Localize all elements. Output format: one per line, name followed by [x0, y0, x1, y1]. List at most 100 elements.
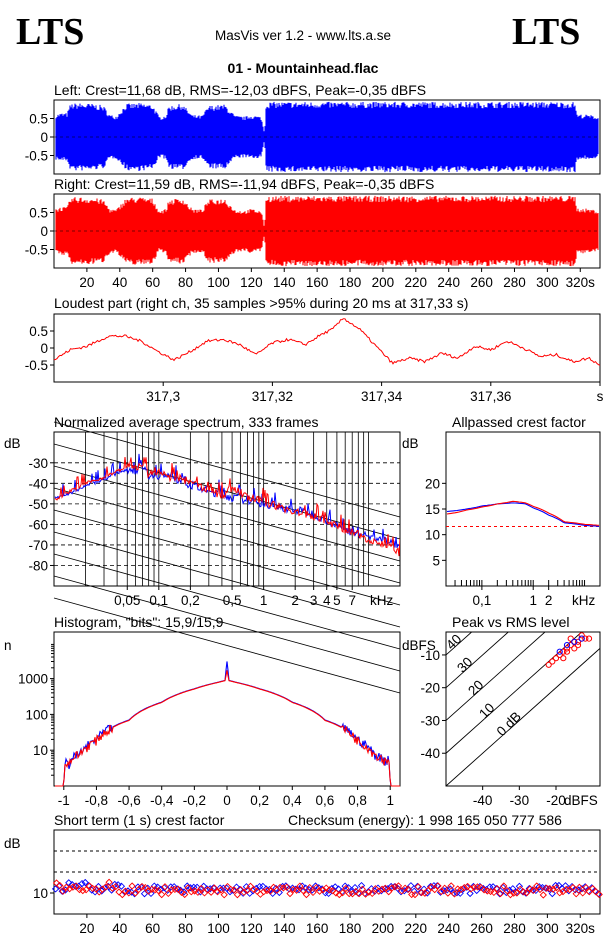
frequency-tick-label: 2: [291, 593, 299, 608]
crest-diamond-point: [529, 886, 538, 895]
y-tick-label: 0: [40, 130, 48, 145]
spectrum-xlabel: kHz: [370, 593, 393, 608]
crest-diamond-point: [549, 885, 557, 893]
y-tick-label: -30: [420, 713, 440, 728]
short-term-crest-ylabel: dB: [4, 836, 21, 851]
crest-diamond-point: [158, 890, 166, 899]
peak-rms-point: [563, 648, 571, 655]
time-tick-label: 220: [405, 275, 428, 290]
y-tick-label: -50: [28, 497, 48, 512]
crest-diamond-point: [56, 881, 64, 890]
crest-diamond-point: [147, 889, 155, 898]
amplitude-tick-label: 0: [223, 793, 231, 808]
crest-diamond-point: [79, 886, 87, 895]
crest-diamond-point: [431, 885, 439, 894]
amplitude-tick-label: 1: [386, 793, 394, 808]
crest-diamond-point: [167, 883, 175, 891]
y-tick-label: -10: [420, 648, 440, 663]
allpassed-crest-chart: Allpassed crest factor dB kHz 20 15 10 5 0,1…: [402, 414, 601, 608]
crest-diamond-point: [292, 886, 301, 894]
crest-diamond-point: [450, 890, 459, 898]
crest-diamond-point: [548, 889, 556, 898]
time-tick-label: 300: [536, 921, 559, 936]
histogram-series: [55, 661, 400, 787]
crest-diamond-point: [311, 882, 320, 890]
crest-diamond-point: [115, 888, 123, 896]
crest-diamond-point: [59, 887, 67, 895]
crest-diamond-point: [260, 888, 268, 896]
crest-diamond-point: [255, 882, 264, 891]
crest-diamond-point: [108, 884, 117, 892]
crest-diagonal-line: [446, 648, 600, 786]
amplitude-tick-label: 0,2: [250, 793, 269, 808]
histogram-series: [55, 670, 400, 787]
y-tick-label: -60: [28, 517, 48, 532]
crest-diamond-point: [184, 884, 192, 892]
y-tick-label: -40: [28, 476, 48, 491]
crest-diamond-point: [575, 883, 584, 891]
y-tick-label: 100: [25, 707, 48, 722]
allpassed-crest-title: Allpassed crest factor: [452, 414, 586, 430]
peak-rms-point: [571, 645, 578, 652]
crest-diamond-point: [595, 890, 603, 899]
time-tick-label: 320s: [566, 275, 596, 290]
crest-diamond-point: [404, 885, 413, 894]
crest-diamond-point: [102, 883, 110, 891]
crest-diamond-point: [112, 882, 120, 891]
crest-diamond-point: [322, 884, 330, 892]
crest-diamond-point: [233, 891, 242, 899]
peak-rms-point: [582, 635, 589, 642]
y-tick-label: 15: [425, 502, 440, 517]
crest-diagonal-line: [446, 632, 583, 754]
amplitude-tick-label: -0,8: [85, 793, 108, 808]
crest-diamond-point: [443, 886, 451, 894]
frequency-tick-label: 2: [545, 593, 553, 608]
crest-diamond-point: [444, 889, 452, 897]
frequency-tick-label: 0,1: [472, 593, 491, 608]
frequency-tick-label: 1: [529, 593, 537, 608]
y-tick-label: -0.5: [25, 358, 48, 373]
crest-diamond-point: [121, 887, 130, 895]
spectrum-series: [54, 453, 400, 548]
peak-vs-rms-xlabel: dBFS: [564, 793, 598, 808]
y-tick-label: -0.5: [25, 149, 48, 164]
crest-diagonal-label: 10: [476, 700, 497, 721]
peak-rms-point: [545, 661, 552, 668]
crest-diamond-point: [78, 879, 86, 888]
crest-diamond-point: [375, 887, 383, 895]
frequency-tick-label: 1: [260, 593, 268, 608]
loudest-part-chart: Loudest part (right ch, 35 samples >95% …: [25, 295, 604, 404]
crest-diamond-point: [332, 889, 340, 897]
loudest-part-series: [53, 318, 601, 366]
crest-diamond-point: [341, 882, 349, 890]
frequency-tick-label: 3: [310, 593, 318, 608]
spectrum-series: [54, 456, 400, 557]
spectrum-slope-line: [53, 509, 401, 606]
crest-diamond-point: [470, 883, 478, 892]
peak-rms-point: [549, 658, 556, 665]
spectrum-slope-line: [53, 531, 401, 628]
peak-rms-point: [578, 632, 585, 639]
crest-diamond-point: [414, 883, 422, 891]
crest-diamond-point: [578, 885, 586, 893]
crest-diamond-point: [181, 890, 189, 899]
short-term-crest-title: Short term (1 s) crest factor: [54, 812, 225, 828]
crest-diamond-point: [388, 884, 396, 892]
crest-diamond-point: [296, 882, 304, 890]
y-tick-label: 10: [425, 528, 440, 543]
time-tick-label: 317,36: [470, 389, 511, 404]
peak-rms-point: [563, 645, 571, 652]
peak-rms-point: [567, 635, 574, 642]
time-tick-label: 320s: [566, 921, 596, 936]
peak-rms-point: [574, 638, 582, 645]
right-waveform-chart: Right: Crest=11,59 dB, RMS=-11,94 dBFS, …: [25, 176, 601, 290]
y-tick-label: 0: [40, 224, 48, 239]
crest-diamond-point: [186, 884, 195, 892]
crest-diamond-point: [463, 882, 472, 891]
histogram-ylabel: n: [4, 638, 12, 653]
crest-diamond-point: [299, 886, 307, 895]
time-tick-label: 120: [240, 275, 263, 290]
crest-diamond-point: [335, 890, 343, 899]
time-tick-label: 240: [437, 921, 460, 936]
